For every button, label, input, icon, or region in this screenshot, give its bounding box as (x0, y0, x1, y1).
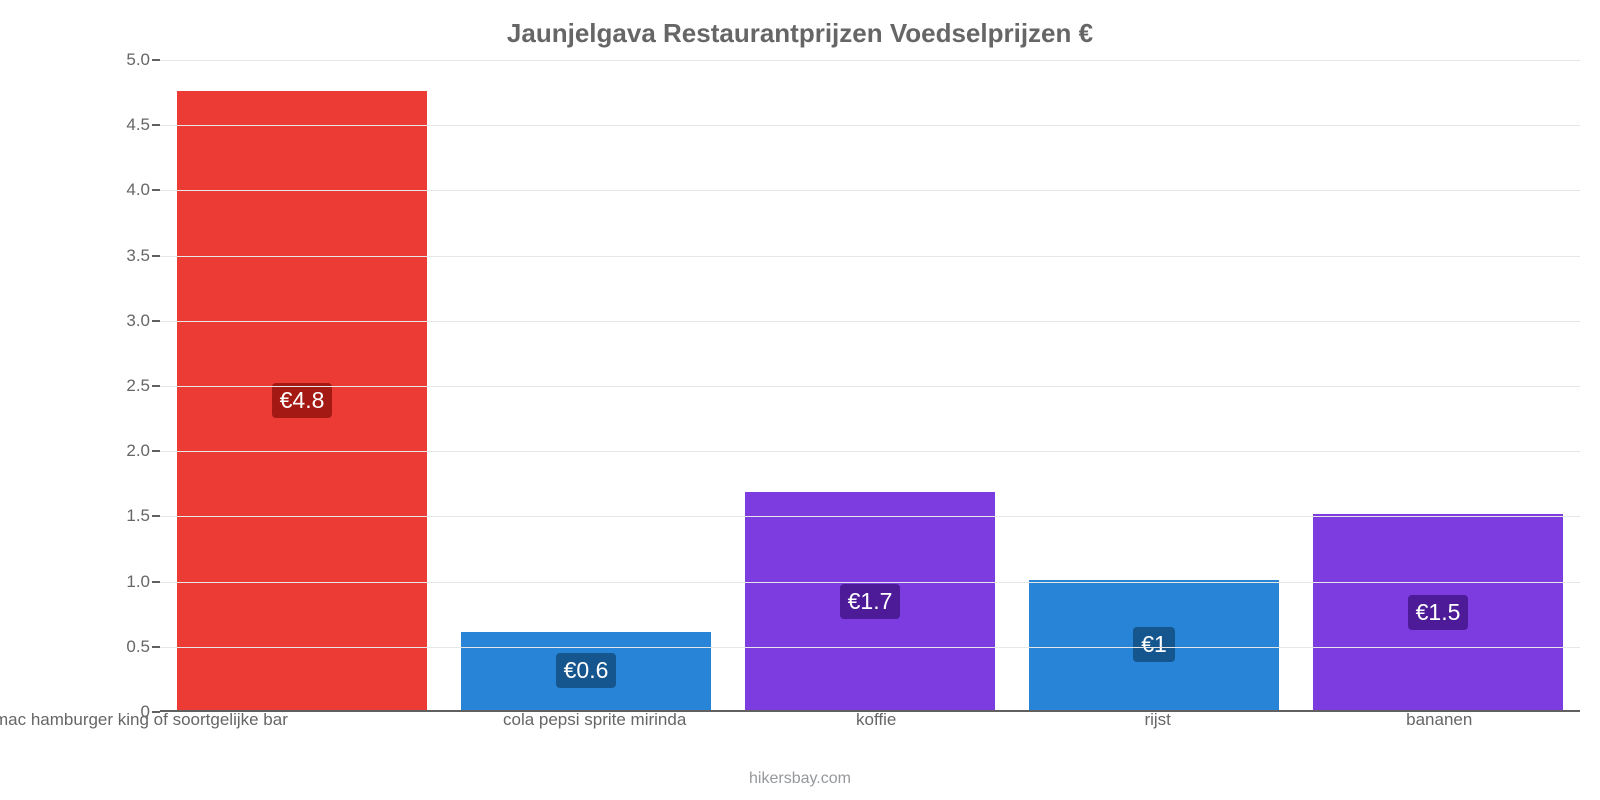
bar-value-label: €1 (1133, 627, 1175, 662)
x-label-slot: rijst (1017, 716, 1299, 736)
gridline (160, 125, 1580, 126)
x-label-slot: koffie (735, 716, 1017, 736)
bar: €1 (1029, 580, 1279, 710)
x-label-slot: cola pepsi sprite mirinda (454, 716, 736, 736)
x-axis-category-label: koffie (856, 710, 896, 730)
x-axis-category-label: bananen (1406, 710, 1472, 730)
bar-value-label: €4.8 (272, 383, 333, 418)
y-tick-label: 2.0 (126, 441, 160, 461)
bar: €1.5 (1313, 514, 1563, 710)
chart-title: Jaunjelgava Restaurantprijzen Voedselpri… (0, 18, 1600, 49)
bar: €0.6 (461, 632, 711, 710)
bar: €1.7 (745, 492, 995, 710)
y-tick-label: 4.5 (126, 115, 160, 135)
plot-area: €4.8€0.6€1.7€1€1.5 00.51.01.52.02.53.03.… (160, 60, 1580, 712)
gridline (160, 60, 1580, 61)
gridline (160, 321, 1580, 322)
bar-slot: €4.8 (160, 60, 444, 710)
bar-value-label: €1.5 (1408, 595, 1469, 630)
bars-container: €4.8 €0.6 €1.7 €1 €1.5 (160, 60, 1580, 710)
attribution-text: hikersbay.com (0, 770, 1600, 788)
x-axis-labels: mac hamburger king of soortgelijke barco… (160, 716, 1580, 736)
x-axis-category-label: cola pepsi sprite mirinda (503, 710, 686, 730)
bar-value-label: €0.6 (556, 653, 617, 688)
bar-slot: €0.6 (444, 60, 728, 710)
y-tick-label: 1.5 (126, 506, 160, 526)
bar-slot: €1.5 (1296, 60, 1580, 710)
gridline (160, 386, 1580, 387)
y-tick-label: 3.0 (126, 311, 160, 331)
gridline (160, 516, 1580, 517)
bar-slot: €1 (1012, 60, 1296, 710)
x-axis-category-label: mac hamburger king of soortgelijke bar (0, 710, 288, 730)
gridline (160, 451, 1580, 452)
gridline (160, 582, 1580, 583)
bar-slot: €1.7 (728, 60, 1012, 710)
y-tick-label: 4.0 (126, 180, 160, 200)
gridline (160, 647, 1580, 648)
y-tick-label: 2.5 (126, 376, 160, 396)
y-tick-label: 1.0 (126, 572, 160, 592)
y-tick-label: 5.0 (126, 50, 160, 70)
x-axis-category-label: rijst (1144, 710, 1170, 730)
y-tick-label: 3.5 (126, 246, 160, 266)
x-label-slot: bananen (1298, 716, 1580, 736)
bar: €4.8 (177, 91, 427, 710)
x-label-slot: mac hamburger king of soortgelijke bar (160, 716, 454, 736)
bar-value-label: €1.7 (840, 584, 901, 619)
y-tick-label: 0.5 (126, 637, 160, 657)
gridline (160, 256, 1580, 257)
gridline (160, 190, 1580, 191)
